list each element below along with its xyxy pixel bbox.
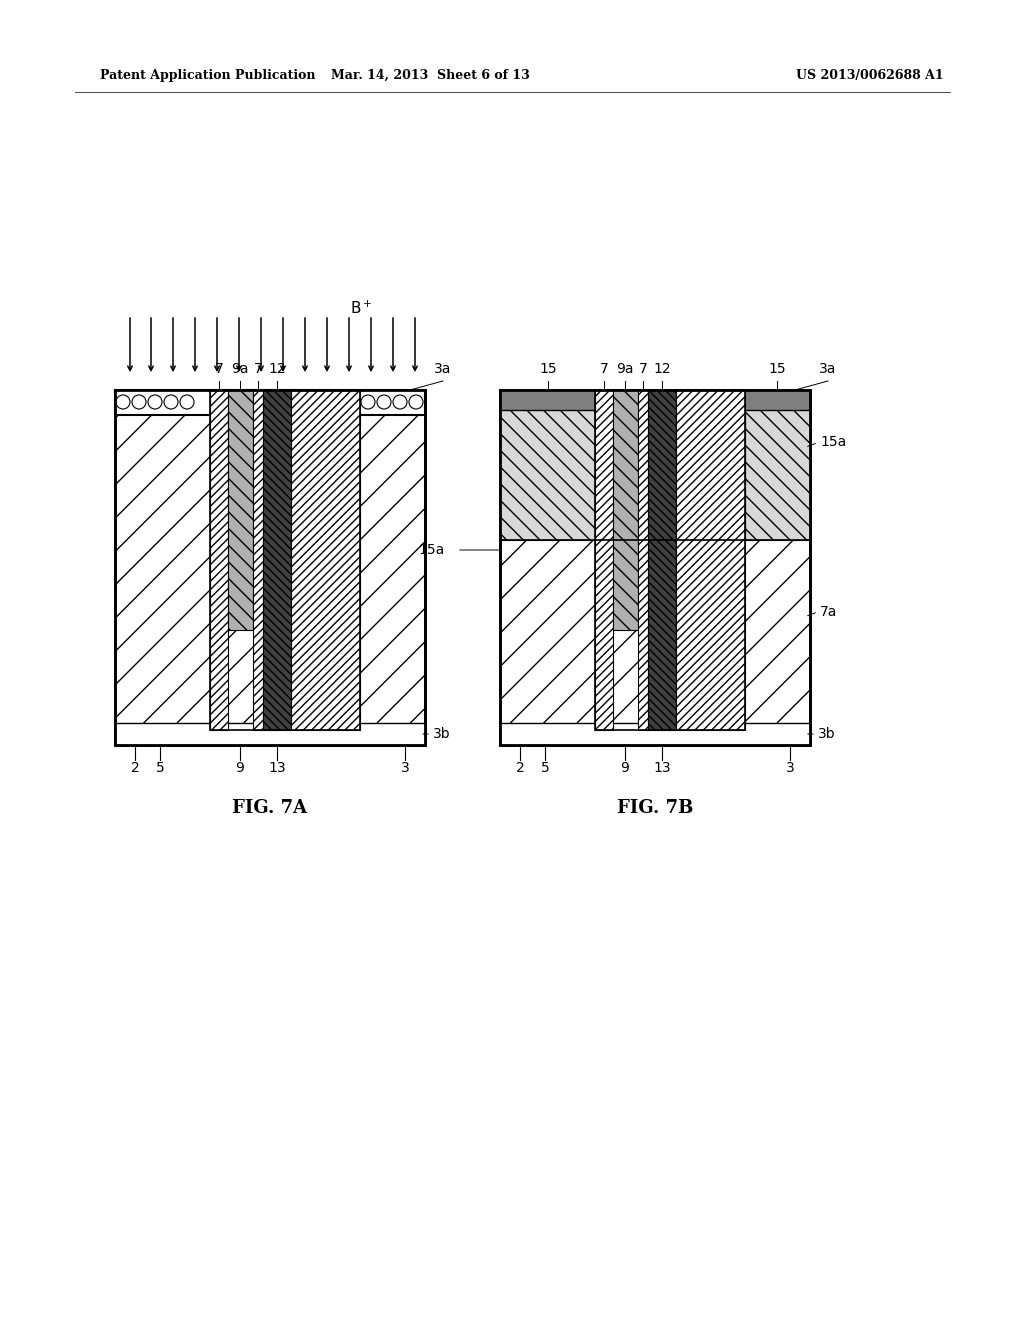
Bar (676, 389, 745, 730)
Text: Mar. 14, 2013  Sheet 6 of 13: Mar. 14, 2013 Sheet 6 of 13 (331, 69, 529, 82)
Circle shape (393, 395, 407, 409)
Circle shape (164, 395, 178, 409)
Bar (613, 389, 638, 630)
Bar (263, 389, 291, 730)
Bar (500, 389, 810, 411)
Bar (648, 389, 676, 730)
Text: 3: 3 (400, 762, 410, 775)
Text: FIG. 7A: FIG. 7A (232, 799, 307, 817)
Text: 5: 5 (541, 762, 549, 775)
Text: 3: 3 (785, 762, 795, 775)
Text: 12: 12 (653, 362, 671, 376)
Bar (253, 389, 263, 730)
Bar (228, 389, 253, 630)
Circle shape (148, 395, 162, 409)
Circle shape (116, 395, 130, 409)
Text: 7: 7 (600, 362, 608, 376)
Bar (210, 389, 360, 730)
Bar (500, 389, 810, 744)
Bar (115, 389, 425, 744)
Text: 9a: 9a (616, 362, 634, 376)
Text: 5: 5 (156, 762, 165, 775)
Circle shape (377, 395, 391, 409)
Text: 9a: 9a (231, 362, 249, 376)
Bar (595, 389, 745, 730)
Bar (745, 389, 810, 540)
Bar (638, 389, 648, 730)
Bar (595, 389, 613, 730)
Text: 7: 7 (639, 362, 647, 376)
Bar (500, 389, 595, 540)
Bar (115, 389, 425, 744)
Text: 3a: 3a (819, 362, 837, 376)
Text: 7a: 7a (820, 605, 838, 619)
Text: 9: 9 (236, 762, 245, 775)
Text: 15: 15 (768, 362, 785, 376)
Text: 12: 12 (268, 362, 286, 376)
Circle shape (409, 395, 423, 409)
Text: 15a: 15a (419, 543, 445, 557)
Text: 3a: 3a (434, 362, 452, 376)
Text: US 2013/0062688 A1: US 2013/0062688 A1 (797, 69, 944, 82)
Text: 3b: 3b (818, 727, 836, 741)
Text: 9: 9 (621, 762, 630, 775)
Text: Patent Application Publication: Patent Application Publication (100, 69, 315, 82)
Bar (210, 389, 228, 730)
Text: FIG. 7B: FIG. 7B (616, 799, 693, 817)
Bar (115, 389, 425, 414)
Bar (115, 723, 425, 744)
Bar (500, 389, 810, 744)
Text: 13: 13 (268, 762, 286, 775)
Circle shape (132, 395, 146, 409)
Bar (500, 723, 810, 744)
Text: 15a: 15a (820, 436, 846, 450)
Text: 3b: 3b (433, 727, 451, 741)
Text: 2: 2 (516, 762, 524, 775)
Circle shape (180, 395, 194, 409)
Circle shape (361, 395, 375, 409)
Bar (291, 389, 360, 730)
Text: B$^+$: B$^+$ (350, 300, 373, 317)
Text: 2: 2 (131, 762, 139, 775)
Text: 13: 13 (653, 762, 671, 775)
Text: 7: 7 (215, 362, 223, 376)
Text: 7: 7 (254, 362, 262, 376)
Text: 15: 15 (540, 362, 557, 376)
